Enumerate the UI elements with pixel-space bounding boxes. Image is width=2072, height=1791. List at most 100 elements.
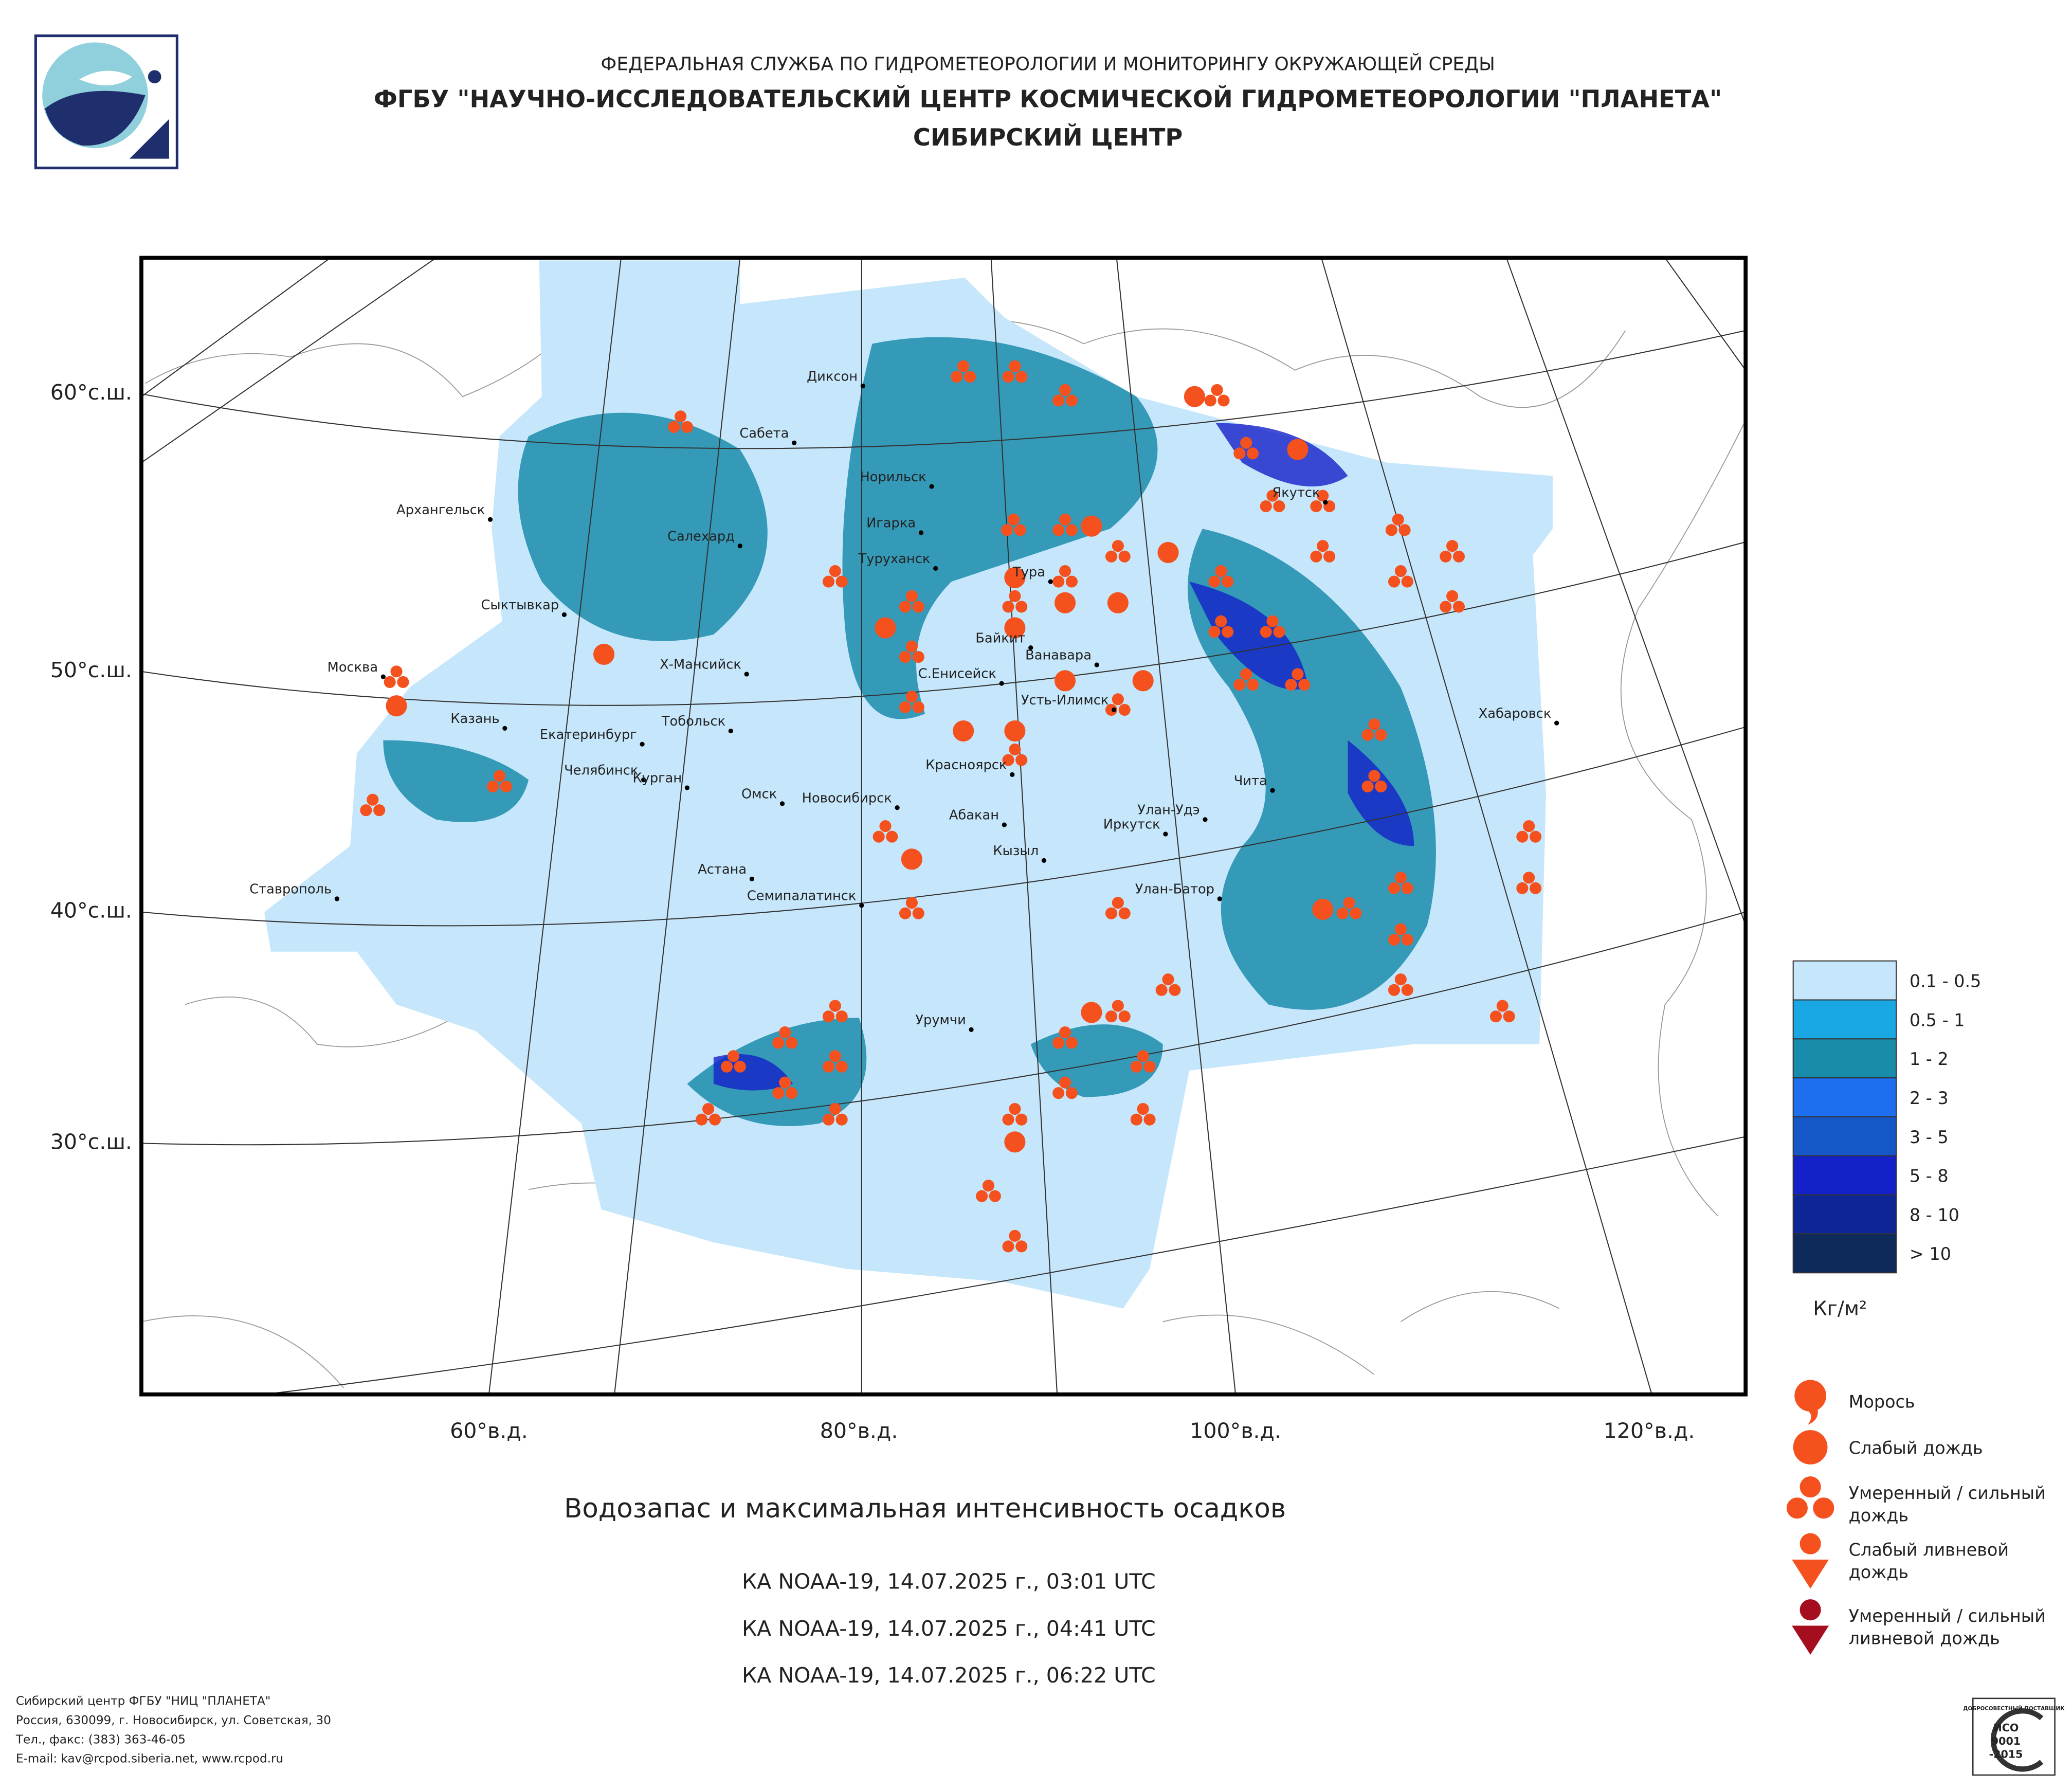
marker-dot <box>1336 907 1349 919</box>
marker-dot <box>1002 601 1014 613</box>
legend-label: 0.1 - 0.5 <box>1910 971 1982 991</box>
moderate-rain-marker <box>1208 615 1234 638</box>
moderate-rain-marker <box>1052 1076 1078 1099</box>
marker-dot <box>1401 882 1413 894</box>
marker-dot <box>822 575 835 588</box>
city-label: Байкит <box>975 630 1025 646</box>
marker-dot <box>1112 897 1124 909</box>
symbol-heavy-shower-triangle <box>1792 1625 1829 1655</box>
marker-dot <box>1273 626 1285 638</box>
marker-dot <box>360 804 372 817</box>
city-dot <box>1217 896 1222 901</box>
city-dot <box>929 484 934 489</box>
city-label: Челябинск <box>564 763 638 778</box>
legend-label: 2 - 3 <box>1910 1088 1949 1108</box>
marker-dot <box>1516 882 1529 894</box>
moderate-rain-marker <box>1388 565 1413 588</box>
marker-dot <box>1317 490 1329 502</box>
moderate-rain-marker <box>1105 540 1131 563</box>
legend-unit: Кг/м² <box>1813 1297 1867 1320</box>
marker-dot <box>1059 1076 1071 1089</box>
marker-dot <box>1246 447 1259 460</box>
legend-label: 3 - 5 <box>1910 1127 1949 1147</box>
marker-dot <box>1009 360 1021 372</box>
city-label: Астана <box>698 862 747 877</box>
marker-dot <box>1368 770 1380 782</box>
symbol-item: Слабый дождь <box>1793 1430 1983 1464</box>
legend-swatch <box>1792 960 1897 1001</box>
city-dot <box>1041 858 1047 863</box>
marker-dot <box>1015 601 1028 613</box>
marker-dot <box>1105 550 1118 563</box>
marker-dot <box>1009 590 1021 602</box>
latitude-label: 50°с.ш. <box>50 658 132 682</box>
moderate-rain-marker <box>487 770 512 793</box>
legend-label: 5 - 8 <box>1910 1166 1949 1186</box>
marker-dot <box>1009 743 1021 756</box>
moderate-rain-marker <box>1440 590 1465 613</box>
marker-dot <box>1155 984 1168 996</box>
moderate-rain-marker <box>1002 360 1028 383</box>
marker-dot <box>1002 371 1014 383</box>
marker-dot <box>1401 984 1413 996</box>
marker-dot <box>1260 500 1272 513</box>
moderate-rain-marker <box>1361 770 1387 793</box>
legend-label: > 10 <box>1910 1244 1951 1264</box>
moderate-rain-marker <box>1516 820 1542 843</box>
marker-dot <box>1496 1000 1508 1012</box>
marker-dot <box>835 1060 848 1073</box>
marker-dot <box>668 421 680 433</box>
moderate-rain-marker <box>772 1076 798 1099</box>
marker-dot <box>721 1060 733 1073</box>
moderate-rain-marker <box>822 565 848 588</box>
meridian <box>1321 258 1652 1395</box>
moderate-rain-marker <box>822 1103 848 1126</box>
legend-swatch <box>1792 999 1897 1040</box>
marker-dot <box>912 907 924 919</box>
marker-dot <box>1001 524 1013 536</box>
marker-dot <box>899 601 912 613</box>
marker-dot <box>1298 678 1311 691</box>
light-rain-marker <box>1184 386 1205 407</box>
symbol-shower-triangle <box>1792 1560 1829 1589</box>
moderate-rain-marker <box>873 820 898 843</box>
symbol-drizzle-tail <box>1805 1406 1818 1425</box>
city-dot <box>487 517 493 522</box>
city-dot <box>744 672 749 677</box>
marker-dot <box>1246 678 1259 691</box>
moderate-rain-marker <box>1105 1000 1131 1023</box>
moderate-rain-marker <box>1052 565 1078 588</box>
marker-dot <box>785 1037 798 1049</box>
marker-dot <box>1118 1010 1131 1023</box>
light-rain-marker <box>1107 592 1129 613</box>
marker-dot <box>1112 693 1124 705</box>
city-dot <box>859 903 864 908</box>
city-dot <box>969 1027 974 1032</box>
meridian <box>1664 258 1746 371</box>
moderate-rain-marker <box>1208 565 1234 588</box>
moderate-rain-marker <box>696 1103 721 1126</box>
marker-dot <box>1002 1113 1014 1126</box>
marker-dot <box>957 360 970 372</box>
legend-swatch <box>1792 1077 1897 1118</box>
meridian <box>1116 258 1237 1395</box>
moderate-rain-marker <box>1388 923 1413 946</box>
city-label: С.Енисейск <box>918 666 996 682</box>
marker-dot <box>1394 565 1407 577</box>
moderate-rain-marker <box>899 897 924 919</box>
city-label: Кызыл <box>993 843 1039 859</box>
coastline <box>145 264 1745 1323</box>
city-label: Красноярск <box>925 757 1007 773</box>
marker-dot <box>772 1087 785 1099</box>
moderate-rain-marker <box>1052 513 1078 536</box>
city-label: Урумчи <box>915 1012 966 1028</box>
marker-dot <box>384 676 396 688</box>
moderate-rain-marker <box>1233 668 1259 691</box>
footer-line: Сибирский центр ФГБУ "НИЦ "ПЛАНЕТА" <box>16 1695 271 1708</box>
moderate-rain-marker <box>721 1050 746 1073</box>
city-dot <box>641 777 646 783</box>
city-label: Хабаровск <box>1479 706 1552 721</box>
marker-dot <box>899 651 912 663</box>
